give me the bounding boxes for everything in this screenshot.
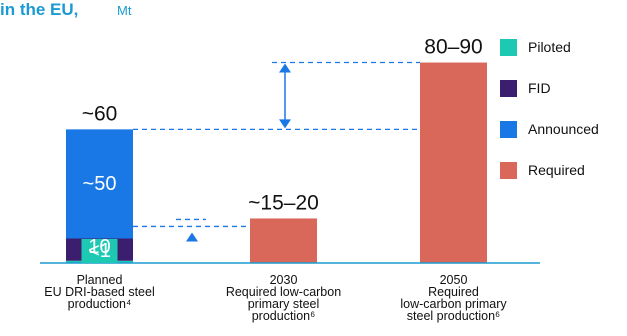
category-label-0: Planned EU DRI-based steel production⁴ — [44, 273, 154, 311]
legend-label-piloted: Piloted — [528, 39, 571, 55]
chart-title: in the EU, Mt — [0, 0, 132, 19]
legend-label-fid: FID — [528, 80, 551, 96]
segment-label-piloted: <1 — [88, 240, 111, 262]
plot-area: <110 ~50 ~60 ~15–20 80–90 Planned EU DRI-based… — [40, 36, 540, 323]
legend: Piloted FID Announced Required — [500, 39, 599, 179]
legend-swatch-required — [500, 162, 517, 179]
chart-title-text: in the EU, — [0, 0, 78, 19]
bar-announced-0 — [66, 129, 133, 239]
segment-label-fid: 10 — [88, 236, 110, 258]
category-label-1: 2030 Required low-carbon primary steel prod… — [226, 273, 341, 323]
category-label-2: 2050 Required low-carbon primary steel prod… — [400, 273, 507, 323]
legend-swatch-announced — [500, 121, 517, 138]
segment-label-announced: ~50 — [83, 173, 117, 195]
bar-required-2 — [420, 62, 487, 264]
total-label-0: ~60 — [82, 102, 118, 125]
total-label-2: 80–90 — [424, 36, 482, 59]
legend-label-announced: Announced — [528, 121, 599, 137]
gap-arrow-up-head — [279, 63, 291, 73]
gap2-arrow-head — [186, 232, 198, 242]
bar-required-1 — [250, 218, 317, 263]
legend-label-required: Required — [528, 162, 585, 178]
total-label-1: ~15–20 — [248, 191, 319, 214]
gap-arrow-down-head — [279, 119, 291, 129]
piloted-label-box — [81, 239, 118, 263]
legend-swatch-fid — [500, 80, 517, 97]
chart-unit-text: Mt — [117, 3, 132, 18]
legend-swatch-piloted — [500, 39, 517, 56]
